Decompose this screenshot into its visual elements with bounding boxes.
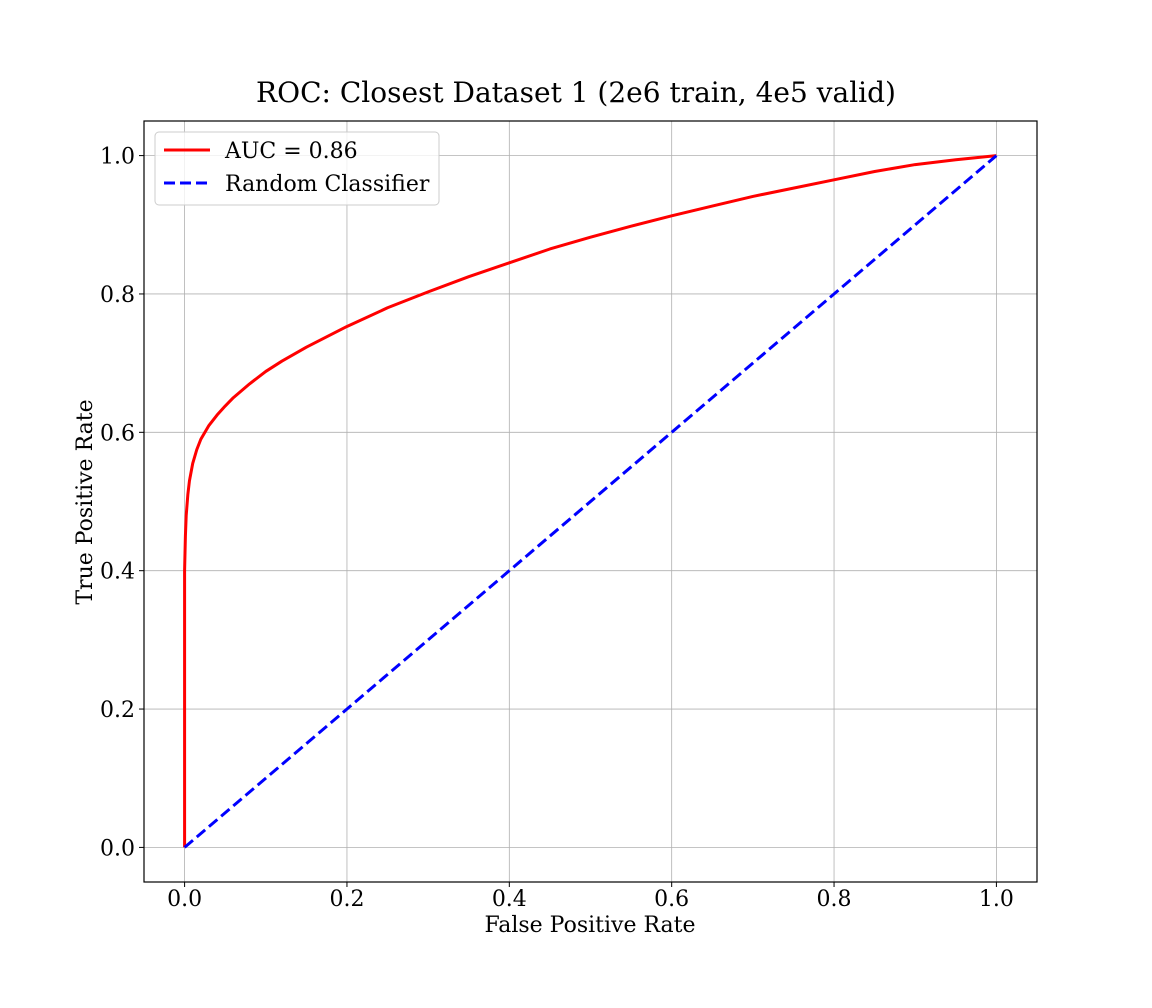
x-axis-label: False Positive Rate [484, 913, 695, 938]
y-tick-label: 0.0 [100, 836, 135, 861]
grid-lines [144, 121, 1037, 882]
tick-marks: 0.0 0.2 0.4 0.6 0.8 1.0 0.0 0.2 0.4 0.6 0.8 1.0 [100, 145, 1014, 912]
legend-box [154, 131, 440, 206]
chart-title: ROC: Closest Dataset 1 (2e6 train, 4e5 v… [256, 76, 896, 109]
x-tick-label: 0.6 [654, 887, 689, 912]
axes-frame [143, 120, 1038, 883]
legend: AUC = 0.86 Random Classifier [154, 131, 440, 206]
y-axis-label: True Positive Rate [73, 399, 98, 604]
y-tick-label: 0.4 [100, 560, 135, 585]
y-tick-label: 0.2 [100, 698, 135, 723]
y-tick-label: 0.6 [100, 421, 135, 446]
plot-area-series [183, 154, 998, 849]
random-classifier-line [183, 154, 998, 849]
y-tick-label: 0.8 [100, 283, 135, 308]
x-tick-label: 0.2 [329, 887, 364, 912]
roc-curve-line [183, 154, 997, 848]
x-tick-label: 0.4 [492, 887, 527, 912]
legend-label-roc: AUC = 0.86 [224, 139, 358, 164]
x-tick-label: 0.8 [817, 887, 852, 912]
y-tick-label: 1.0 [100, 145, 135, 170]
x-tick-label: 1.0 [979, 887, 1014, 912]
x-tick-label: 0.0 [167, 887, 202, 912]
legend-label-random: Random Classifier [225, 172, 430, 197]
